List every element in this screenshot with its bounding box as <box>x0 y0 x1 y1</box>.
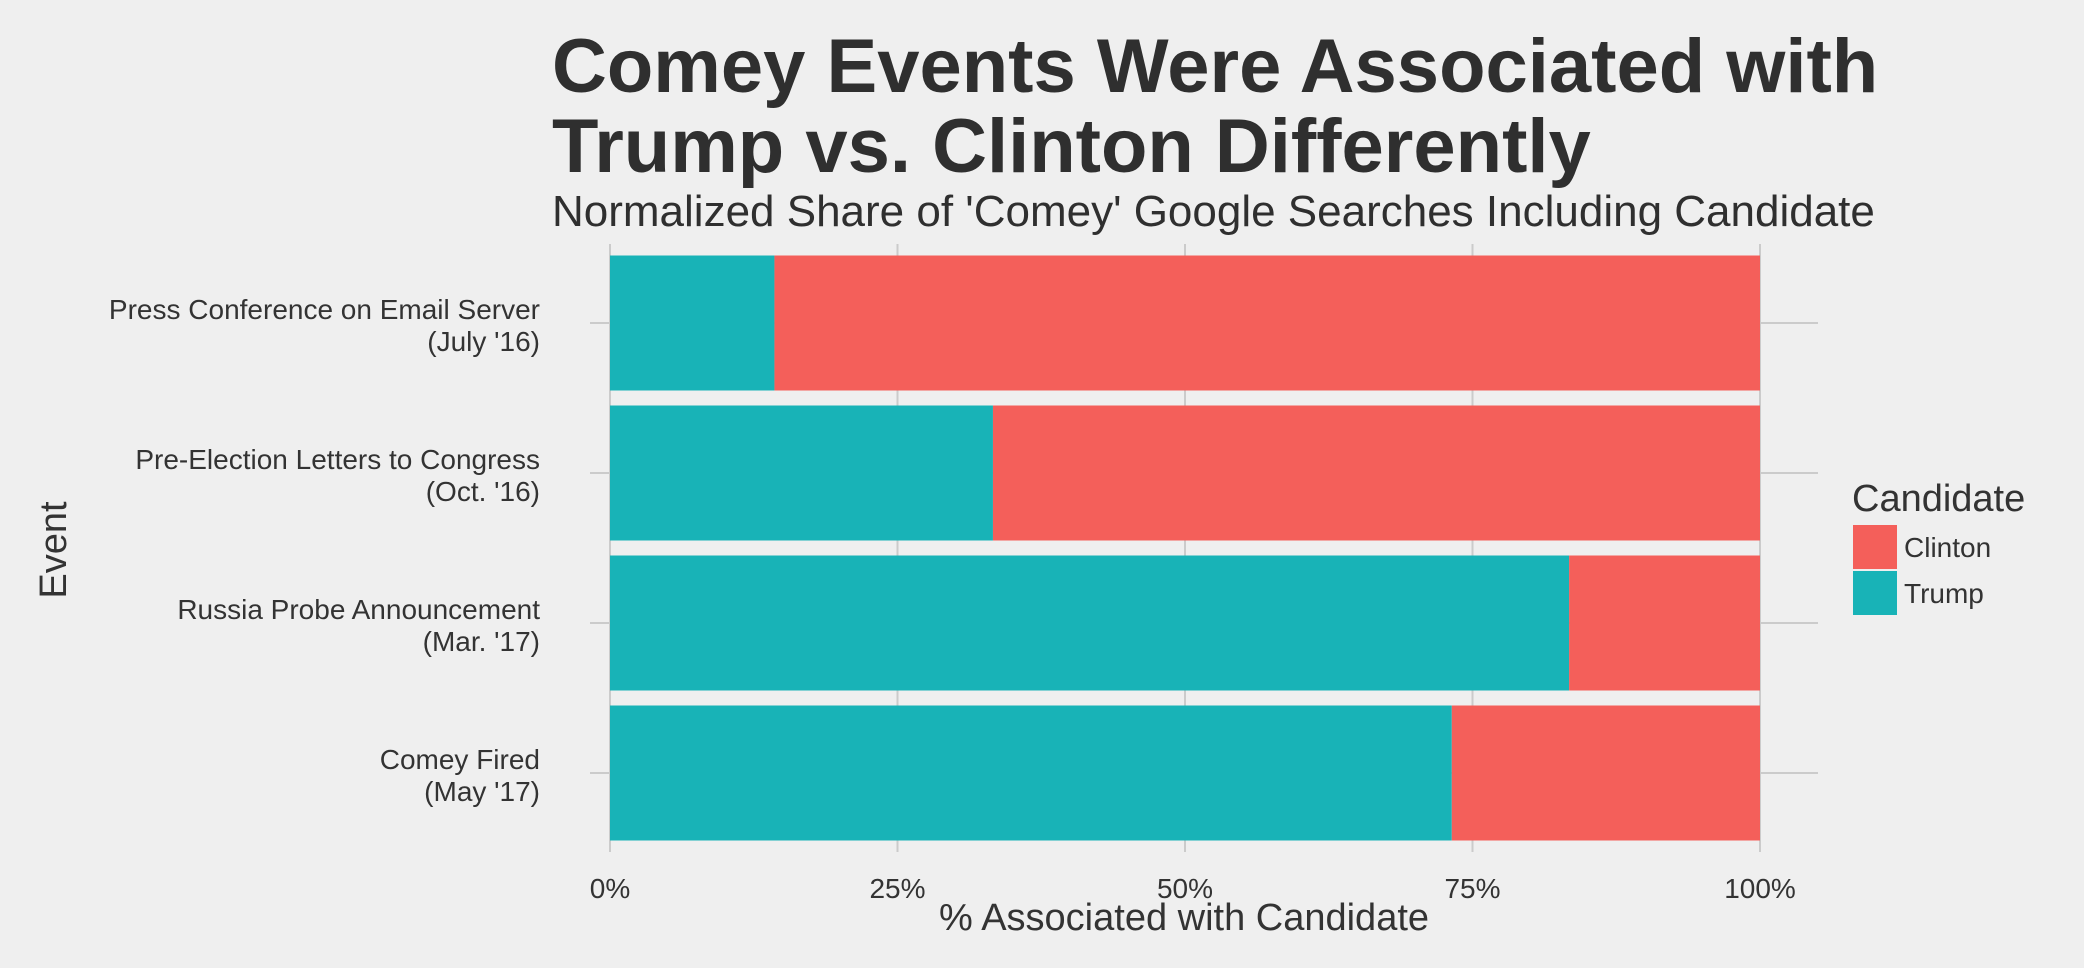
legend-label-clinton: Clinton <box>1904 532 1991 563</box>
y-tick-labels: Press Conference on Email Server (July '1… <box>109 294 540 807</box>
x-tick-label: 75% <box>1444 873 1500 904</box>
bar-clinton <box>774 255 1760 391</box>
bar-trump <box>610 405 993 541</box>
bar-trump <box>610 255 775 391</box>
x-axis-title: % Associated with Candidate <box>939 897 1429 939</box>
x-tick-label: 100% <box>1724 873 1796 904</box>
legend-swatch-trump <box>1853 571 1897 615</box>
y-tick-label: Russia Probe Announcement (Mar. '17) <box>177 594 540 657</box>
x-tick-label: 50% <box>1157 873 1213 904</box>
bar-clinton <box>1569 555 1760 691</box>
legend-label-trump: Trump <box>1904 578 1984 609</box>
legend-swatch-clinton <box>1853 525 1897 569</box>
legend: Candidate Clinton Trump <box>1852 478 2025 615</box>
bar-clinton <box>1451 705 1760 841</box>
x-tick-labels: 0% 25% 50% 75% 100% <box>590 873 1796 904</box>
chart-subtitle: Normalized Share of 'Comey' Google Searc… <box>552 187 1875 236</box>
bars <box>610 255 1760 841</box>
bar-trump <box>610 705 1452 841</box>
y-axis-title: Event <box>33 501 75 599</box>
chart-title-line-2: Trump vs. Clinton Differently <box>552 104 1591 189</box>
y-tick-label: Comey Fired (May '17) <box>380 744 540 807</box>
bar-trump <box>610 555 1570 691</box>
bar-clinton <box>992 405 1760 541</box>
chart-title-line-1: Comey Events Were Associated with <box>552 24 1878 109</box>
x-tick-label: 0% <box>590 873 630 904</box>
x-tick-label: 25% <box>869 873 925 904</box>
legend-title: Candidate <box>1852 478 2025 520</box>
y-tick-label: Press Conference on Email Server (July '1… <box>109 294 540 357</box>
y-tick-label: Pre-Election Letters to Congress (Oct. '1… <box>135 444 540 507</box>
